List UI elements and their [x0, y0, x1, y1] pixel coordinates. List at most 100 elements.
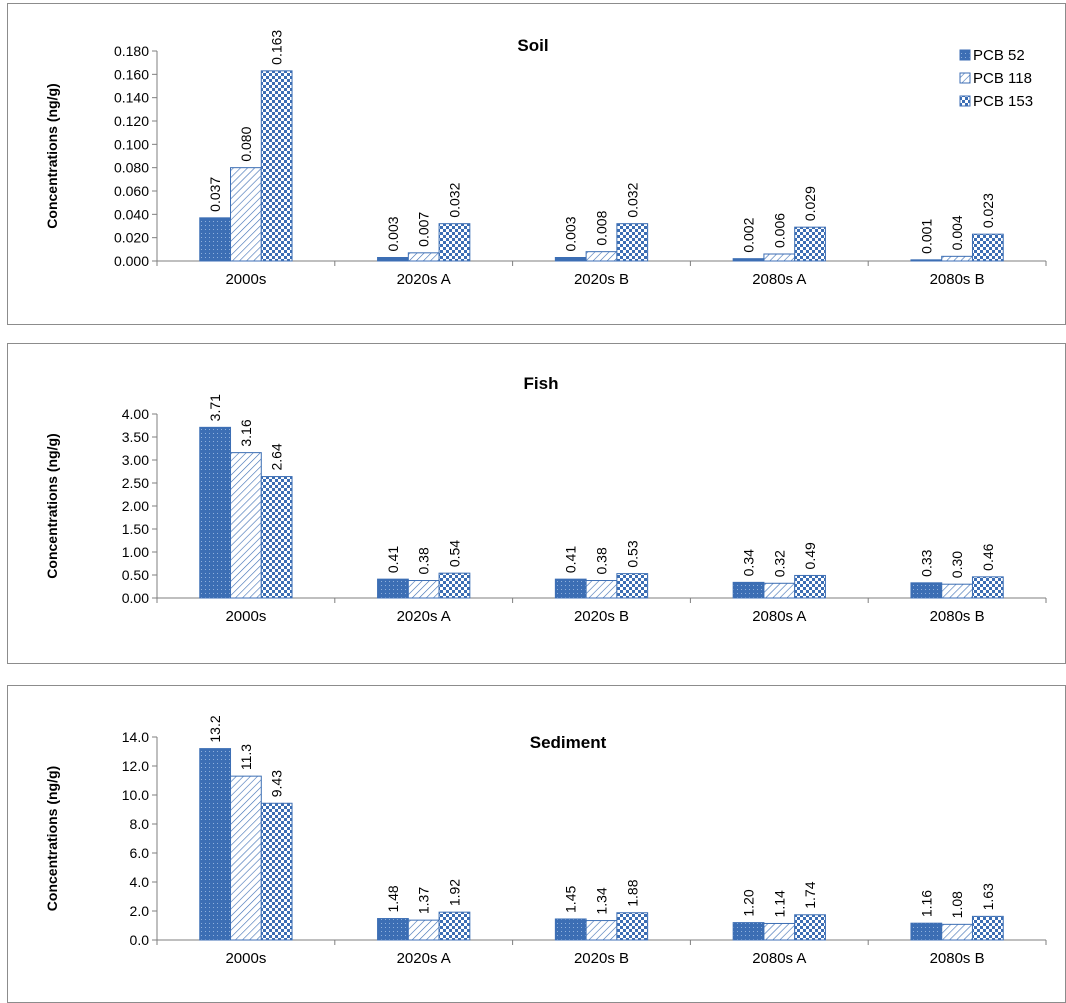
sediment-data-label: 1.92 [446, 879, 462, 906]
soil-data-label: 0.006 [771, 213, 787, 248]
sediment-data-label: 1.34 [594, 887, 610, 914]
soil-bar-pcb-52 [910, 259, 943, 262]
soil-bar-pcb-153 [794, 226, 826, 262]
sediment-bar-pcb-52 [199, 748, 232, 941]
sediment-y-tick-label: 4.0 [130, 874, 150, 890]
fish-data-label: 0.38 [416, 547, 432, 574]
sediment-y-tick-label: 10.0 [122, 787, 149, 803]
fish-data-label: 0.41 [385, 546, 401, 573]
fish-data-label: 0.54 [446, 540, 462, 567]
soil-data-label: 0.163 [269, 30, 285, 65]
sediment-data-label: 1.48 [385, 885, 401, 912]
legend-swatch-pcb-153 [959, 95, 971, 107]
sediment-y-tick-label: 8.0 [130, 816, 150, 832]
soil-data-label: 0.008 [594, 210, 610, 245]
soil-y-tick-label: 0.080 [114, 160, 149, 176]
fish-bar-pcb-153 [438, 572, 471, 599]
fish-data-label: 3.16 [238, 419, 254, 446]
legend-item-pcb-52: PCB 52 [973, 47, 1025, 64]
sediment-bar-pcb-52 [732, 922, 765, 941]
fish-y-tick-label: 2.50 [122, 475, 149, 491]
sediment-category-label: 2000s [225, 950, 266, 967]
sediment-category-label: 2020s A [397, 950, 451, 967]
sediment-chart-title: Sediment [530, 733, 607, 752]
sediment-data-label: 1.14 [771, 890, 787, 917]
legend-item-pcb-118: PCB 118 [973, 70, 1032, 87]
fish-chart-panel: Fish Concentrations (ng/g) 0.00 0.50 1.00 1.5… [7, 343, 1066, 664]
fish-bar-pcb-118 [230, 452, 262, 599]
fish-y-tick-label: 0.00 [122, 590, 149, 606]
sediment-data-label: 1.45 [563, 886, 579, 913]
sediment-category-label: 2080s A [752, 950, 806, 967]
fish-bar-pcb-52 [199, 426, 232, 599]
fish-y-tick-label: 1.50 [122, 521, 149, 537]
legend-swatch-pcb-118 [959, 72, 971, 84]
soil-chart-panel: Soil Concentrations (ng/g) 0.000 0.020 0.040… [7, 3, 1066, 325]
fish-data-label: 0.30 [949, 551, 965, 578]
fish-y-tick-label: 4.00 [122, 406, 149, 422]
soil-y-tick-label: 0.060 [114, 183, 149, 199]
sediment-bar-pcb-118 [585, 920, 618, 941]
legend-swatch-pcb-52 [959, 49, 971, 61]
sediment-data-label: 1.88 [624, 879, 640, 906]
fish-y-axis-label: Concentrations (ng/g) [44, 433, 60, 578]
sediment-y-tick-label: 14.0 [122, 729, 149, 745]
soil-bar-pcb-153 [971, 233, 1004, 262]
sediment-bar-pcb-118 [941, 923, 973, 941]
soil-y-tick-label: 0.100 [114, 136, 149, 152]
soil-bar-pcb-153 [260, 70, 293, 262]
fish-y-tick-label: 0.50 [122, 567, 149, 583]
soil-bar-pcb-52 [199, 217, 232, 262]
soil-data-label: 0.003 [385, 216, 401, 251]
fish-chart-title: Fish [524, 374, 559, 393]
soil-data-label: 0.023 [980, 193, 996, 228]
soil-chart: Soil Concentrations (ng/g) 0.000 0.020 0.040… [44, 30, 1047, 288]
soil-data-label: 0.032 [446, 182, 462, 217]
fish-bar-pcb-118 [941, 583, 973, 599]
soil-bar-pcb-118 [585, 251, 618, 262]
soil-category-label: 2020s B [574, 271, 629, 288]
sediment-data-label: 1.37 [416, 887, 432, 914]
soil-bar-pcb-52 [377, 257, 409, 262]
soil-bar-pcb-118 [230, 167, 262, 262]
soil-y-tick-label: 0.040 [114, 206, 149, 222]
fish-data-label: 0.41 [563, 546, 579, 573]
sediment-bar-pcb-153 [616, 912, 649, 941]
soil-y-tick-label: 0.160 [114, 66, 149, 82]
soil-bar-pcb-118 [941, 255, 973, 262]
fish-y-tick-label: 2.00 [122, 498, 149, 514]
soil-data-label: 0.001 [918, 219, 934, 254]
fish-bar-pcb-52 [732, 581, 765, 599]
fish-bar-pcb-153 [971, 576, 1004, 599]
sediment-bar-pcb-153 [438, 911, 471, 941]
soil-y-tick-label: 0.180 [114, 43, 149, 59]
legend-item-pcb-153: PCB 153 [973, 93, 1033, 110]
fish-chart: Fish Concentrations (ng/g) 0.00 0.50 1.00 1.5… [44, 374, 1047, 625]
fish-data-label: 0.53 [624, 540, 640, 567]
soil-data-label: 0.029 [802, 186, 818, 221]
soil-bar-pcb-153 [438, 223, 471, 262]
sediment-data-label: 9.43 [269, 770, 285, 797]
fish-data-label: 0.33 [918, 549, 934, 576]
fish-category-label: 2080s B [930, 608, 985, 625]
sediment-chart: Sediment Concentrations (ng/g) 0.0 2.0 4.0 6.… [44, 715, 1047, 967]
sediment-y-tick-label: 6.0 [130, 845, 150, 861]
sediment-y-axis-label: Concentrations (ng/g) [44, 766, 60, 911]
soil-bar-pcb-153 [616, 223, 649, 262]
soil-data-label: 0.003 [563, 216, 579, 251]
fish-category-label: 2080s A [752, 608, 806, 625]
fish-data-label: 0.34 [741, 549, 757, 576]
fish-bar-pcb-118 [585, 580, 618, 599]
soil-bar-pcb-118 [407, 252, 440, 262]
sediment-data-label: 13.2 [207, 715, 223, 742]
sediment-bar-pcb-52 [377, 918, 409, 941]
soil-category-label: 2000s [225, 271, 266, 288]
soil-data-label: 0.002 [741, 217, 757, 252]
fish-category-label: 2020s A [397, 608, 451, 625]
fish-data-label: 0.46 [980, 543, 996, 570]
fish-bar-pcb-52 [910, 582, 943, 599]
sediment-category-label: 2080s B [930, 950, 985, 967]
soil-y-tick-label: 0.000 [114, 253, 149, 269]
soil-y-tick-label: 0.140 [114, 90, 149, 106]
soil-bar-pcb-52 [554, 257, 587, 262]
